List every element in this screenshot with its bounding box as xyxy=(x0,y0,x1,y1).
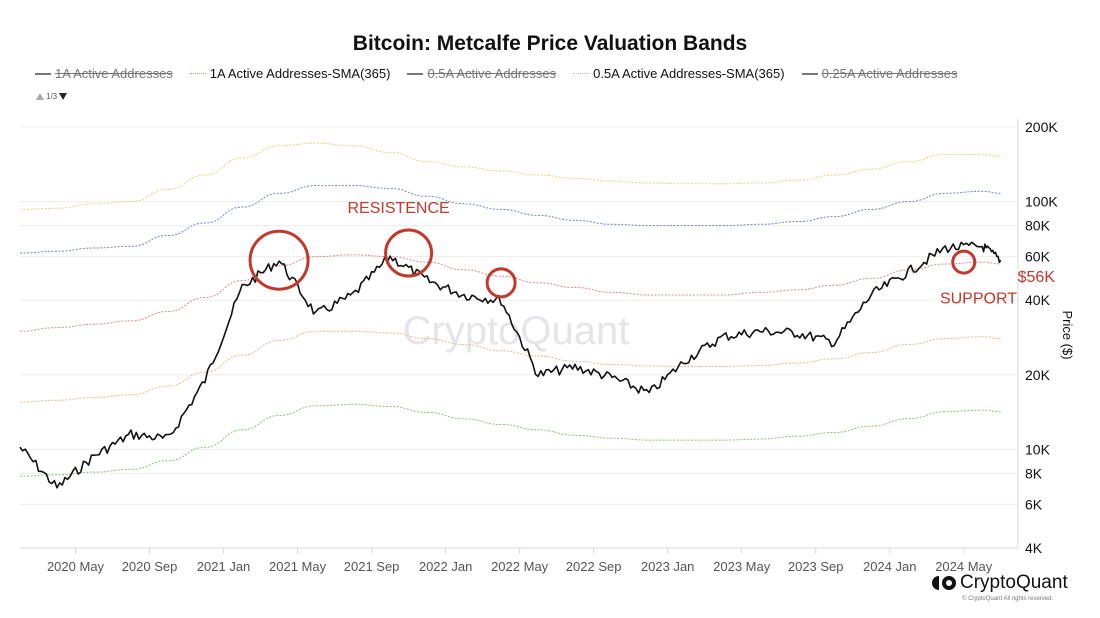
legend-swatch xyxy=(573,73,590,74)
x-tick-label: 2022 Jan xyxy=(419,559,473,574)
legend-item-0-5a-sma365[interactable]: 0.5A Active Addresses-SMA(365) xyxy=(573,66,785,81)
brand-name: CryptoQuant xyxy=(960,572,1068,593)
x-tick-label: 2020 May xyxy=(47,559,105,574)
x-tick-label: 2021 Sep xyxy=(344,559,400,574)
y-tick-label: 4K xyxy=(1025,540,1043,556)
annotation-circle xyxy=(384,228,434,278)
y-tick-label: 100K xyxy=(1025,194,1058,210)
brand-logo: CryptoQuant xyxy=(930,572,1068,594)
chart-title: Bitcoin: Metcalfe Price Valuation Bands xyxy=(352,32,748,55)
y-tick-label: 40K xyxy=(1025,292,1051,308)
copyright-notice: © CryptoQuant All rights reserved. xyxy=(962,596,1054,602)
annotation-circle xyxy=(951,249,977,275)
x-axis: 2020 May 2020 Sep 2021 Jan 2021 May 2021 Sep… xyxy=(47,548,993,574)
x-tick-label: 2023 Sep xyxy=(788,559,844,574)
legend-label: 1A Active Addresses-SMA(365) xyxy=(209,66,391,81)
y-tick-label: 8K xyxy=(1025,465,1043,481)
x-tick-label: 2022 Sep xyxy=(566,559,622,574)
pager-down-arrow-icon[interactable] xyxy=(59,93,68,100)
legend-item-0-5a-active-addresses[interactable]: 0.5A Active Addresses xyxy=(407,66,556,81)
annotation-label: RESISTENCE xyxy=(347,200,449,217)
x-tick-label: 2023 May xyxy=(713,559,771,574)
legend: 1A Active Addresses 1A Active Addresses-… xyxy=(35,66,974,81)
legend-item-1a-active-addresses[interactable]: 1A Active Addresses xyxy=(35,66,173,81)
y-tick-label: 60K xyxy=(1025,249,1051,265)
series-line-band-bottom-green- xyxy=(19,403,1001,477)
x-tick-label: 2021 May xyxy=(269,559,327,574)
annotation-circle xyxy=(485,267,517,299)
legend-swatch xyxy=(35,72,51,75)
pager-up-arrow-icon[interactable] xyxy=(36,93,44,100)
legend-item-1a-sma365[interactable]: 1A Active Addresses-SMA(365) xyxy=(189,66,391,81)
annotation-label: SUPPORT xyxy=(940,291,1017,308)
legend-label: 0.25A Active Addresses xyxy=(821,66,958,81)
series-line-btc-price xyxy=(19,241,1002,489)
y-tick-label: 6K xyxy=(1025,496,1043,512)
annotation-label: $56K xyxy=(1018,269,1056,286)
x-tick-label: 2020 Sep xyxy=(122,559,178,574)
grid-lines xyxy=(20,119,1019,549)
series-line-0-5a-active-addresses-sma-365- xyxy=(19,330,1001,403)
legend-pager: 1/3 xyxy=(36,92,68,101)
legend-item-0-25a-active-addresses[interactable]: 0.25A Active Addresses xyxy=(801,66,958,81)
y-tick-label: 10K xyxy=(1025,441,1051,457)
pager-label: 1/3 xyxy=(46,92,58,101)
series-lines xyxy=(19,142,1002,489)
legend-label: 0.5A Active Addresses-SMA(365) xyxy=(593,66,785,81)
legend-swatch xyxy=(801,72,818,75)
series-line-band-blue- xyxy=(19,185,1001,254)
y-tick-label: 200K xyxy=(1025,119,1058,135)
y-axis-title: Price ($) xyxy=(1060,310,1075,359)
y-tick-label: 20K xyxy=(1025,367,1051,383)
series-line-1a-active-addresses-sma-365- xyxy=(19,254,1001,332)
x-tick-label: 2023 Jan xyxy=(641,559,695,574)
x-tick-label: 2021 Jan xyxy=(197,559,251,574)
x-tick-label: 2022 May xyxy=(491,559,549,574)
legend-swatch xyxy=(407,72,424,75)
legend-label: 0.5A Active Addresses xyxy=(427,66,557,81)
legend-label: 1A Active Addresses xyxy=(55,66,173,81)
y-tick-label: 80K xyxy=(1025,218,1051,234)
series-line-band-top-yellow- xyxy=(19,142,1001,210)
y-axis: 4K 6K 8K 10K 20K 40K 60K 80K 100K 200K xyxy=(1025,119,1058,556)
legend-swatch xyxy=(189,73,206,74)
annotation-circle xyxy=(248,229,310,291)
cryptoquant-logo-icon xyxy=(932,576,956,590)
x-tick-label: 2024 Jan xyxy=(863,559,917,574)
x-tick-label: 2024 May xyxy=(935,559,993,574)
